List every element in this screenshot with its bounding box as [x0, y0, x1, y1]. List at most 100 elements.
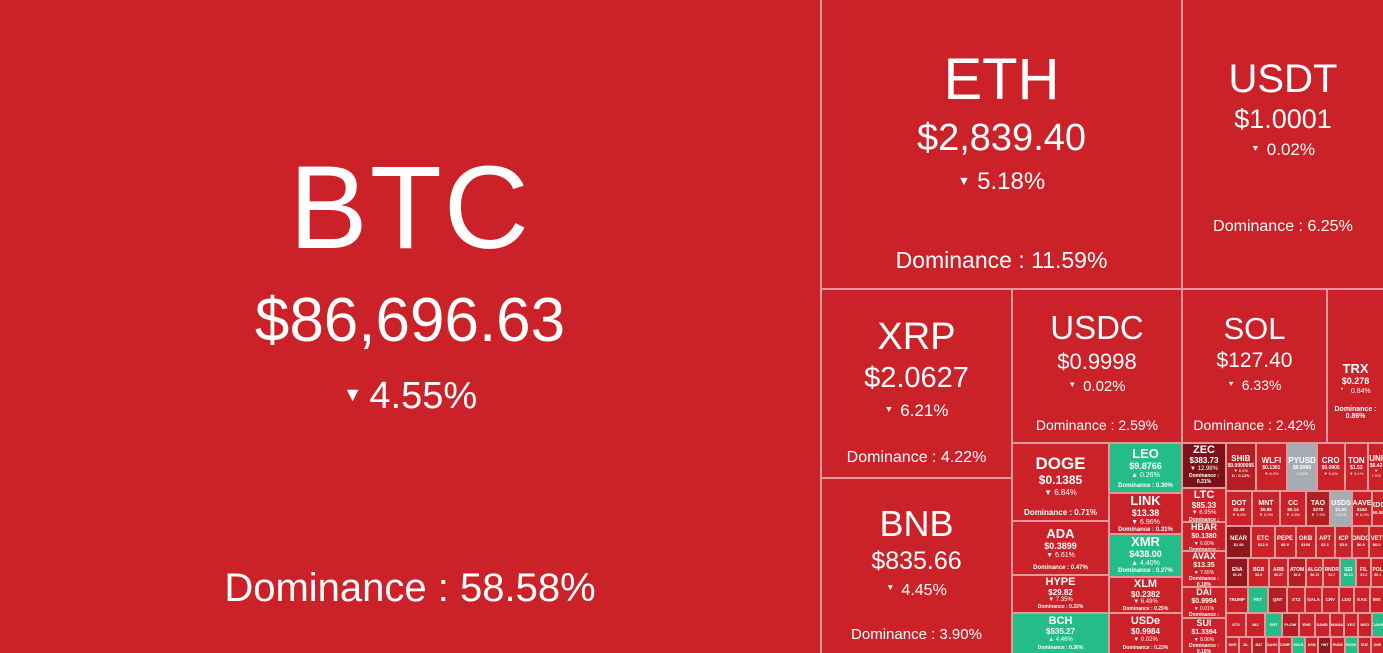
micro-tile[interactable]: FET — [1248, 588, 1268, 612]
micro-tile[interactable]: MKR — [1227, 638, 1239, 653]
micro-tile[interactable]: LDO — [1339, 588, 1354, 612]
price-label: $1.7 — [1328, 573, 1336, 578]
symbol-label: LEO — [1132, 445, 1159, 461]
tile-usdc[interactable]: USDC $0.9998 ▼ 0.02% Dominance : 2.59% — [1013, 290, 1181, 442]
tile-eth[interactable]: ETH $2,839.40 ▼ 5.18% Dominance : 11.59% — [822, 0, 1181, 288]
micro-tile[interactable]: NEO — [1359, 614, 1371, 636]
mini-tile[interactable]: ZEC $383.73 ▼ 12.98% Dominance : 0.21% — [1183, 444, 1225, 487]
micro-tile[interactable]: FLOW — [1283, 614, 1298, 636]
tile-btc[interactable]: BTC $86,696.63 ▼ 4.55% Dominance : 58.58% — [0, 0, 820, 653]
micro-tile[interactable]: CRV — [1322, 588, 1338, 612]
micro-tile[interactable]: ENA $0.23 — [1227, 559, 1248, 586]
mini-tile[interactable]: LEO $9.8766 ▲ 0.26% Dominance : 0.30% — [1110, 444, 1181, 492]
down-arrow-icon: ▼ — [886, 582, 895, 593]
micro-tile[interactable]: ATOM $2.5 — [1289, 559, 1306, 586]
micro-tile[interactable]: ALGO $0.13 — [1307, 559, 1323, 586]
micro-tile[interactable]: CAKE — [1372, 614, 1383, 636]
micro-tile[interactable]: AAVE $152 ▼ 6.2% — [1353, 492, 1371, 525]
tile-usdt[interactable]: USDT $1.0001 ▼ 0.02% Dominance : 6.25% — [1183, 0, 1383, 288]
micro-tile[interactable]: FIL $1.4 — [1357, 559, 1371, 586]
symbol-label: HYPE — [1045, 576, 1076, 588]
tile-xrp[interactable]: XRP $2.0627 ▼ 6.21% Dominance : 4.22% — [822, 290, 1011, 477]
price-label: $0.1301 — [1262, 465, 1281, 472]
mini-tile[interactable]: AVAX $13.35 ▼ 7.65% Dominance : 0.18% — [1183, 552, 1225, 586]
micro-tile[interactable]: TAO $278 ▼ 7.9% — [1307, 492, 1329, 525]
micro-tile[interactable]: KAS — [1355, 588, 1369, 612]
micro-tile[interactable]: INJ — [1247, 614, 1264, 636]
micro-tile[interactable]: CRO $0.0905 ▼ 5.4% — [1317, 444, 1344, 490]
mini-tile-main: BCH $535.27 ▲ 4.46% — [1013, 614, 1108, 645]
symbol-label: FLOW — [1284, 621, 1297, 627]
micro-tile[interactable]: QNT — [1269, 588, 1287, 612]
micro-tile[interactable]: ONDO $0.5 — [1353, 527, 1369, 557]
mini-tile[interactable]: USDe $0.9984 ▼ 0.02% Dominance : 0.23% — [1110, 614, 1181, 653]
symbol-label: AAVE — [1353, 499, 1371, 507]
symbol-label: XDC — [1373, 502, 1383, 510]
change-value: 0.02% — [1266, 139, 1315, 159]
micro-tile[interactable]: SEI $0.14 — [1341, 559, 1356, 586]
mini-tile[interactable]: DAI $0.9994 ▼ 0.01% Dominance : 0.17% — [1183, 588, 1225, 617]
micro-tile[interactable]: ONE — [1371, 638, 1383, 653]
micro-tile[interactable]: OKB $103 — [1296, 527, 1315, 557]
tile-sol[interactable]: SOL $127.40 ▼ 6.33% Dominance : 2.42% — [1183, 290, 1326, 442]
micro-tile[interactable]: POL $0.1 — [1372, 559, 1383, 586]
micro-tile[interactable]: CHZ — [1358, 638, 1370, 653]
micro-tile[interactable]: HNT — [1319, 638, 1331, 653]
symbol-label: ONDO — [1353, 536, 1369, 543]
tile-trx[interactable]: TRX $0.278 ▼ 0.84% Dominance : 0.86% — [1328, 290, 1383, 442]
micro-tile[interactable]: XTZ — [1288, 588, 1305, 612]
mini-tile[interactable]: LTC $85.33 ▼ 6.95% Dominance : 0.20% — [1183, 489, 1225, 521]
micro-tile[interactable]: RNDR $1.7 — [1324, 559, 1340, 586]
micro-tile[interactable]: NEAR $1.93 — [1227, 527, 1251, 557]
micro-tile[interactable]: IMX — [1370, 588, 1383, 612]
symbol-label: CRV — [1325, 596, 1336, 602]
micro-tile[interactable]: UNI $6.42 ▼ 7.0% — [1369, 444, 1383, 490]
mini-tile[interactable]: HYPE $29.82 ▼ 7.35% Dominance : 0.33% — [1013, 576, 1108, 612]
micro-tile[interactable]: VET $0.0 — [1370, 527, 1383, 557]
micro-tile[interactable]: ROSE — [1345, 638, 1357, 653]
micro-tile[interactable]: KSM — [1306, 638, 1318, 653]
micro-tile[interactable]: USDS $1.00 0.01% — [1331, 492, 1351, 525]
micro-tile[interactable]: GALA — [1306, 588, 1321, 612]
mini-tile-main: XLM $0.2382 ▼ 6.49% — [1110, 578, 1181, 606]
micro-tile[interactable]: SHIB $0.0000095 ▼ 6.9% D : 0.12% — [1227, 444, 1255, 490]
mini-tile[interactable]: SUI $1.3394 ▼ 8.06% Dominance : 0.16% — [1183, 619, 1225, 653]
micro-tile[interactable]: ENS — [1299, 614, 1314, 636]
mini-tile[interactable]: BCH $535.27 ▲ 4.46% Dominance : 0.36% — [1013, 614, 1108, 653]
micro-tile[interactable]: GRT — [1265, 614, 1282, 636]
micro-tile[interactable]: SAND — [1315, 614, 1329, 636]
micro-tile[interactable]: BAT — [1253, 638, 1265, 653]
micro-tile[interactable]: MANA — [1330, 614, 1344, 636]
micro-tile[interactable]: DASH — [1266, 638, 1278, 653]
micro-tile[interactable]: MNT $0.89 ▼ 5.9% — [1253, 492, 1279, 525]
tile-bnb[interactable]: BNB $835.66 ▼ 4.45% Dominance : 3.90% — [822, 479, 1011, 653]
micro-tile[interactable]: BGB $3.9 — [1249, 559, 1268, 586]
micro-tile[interactable]: DOT $2.48 ▼ 6.6% — [1227, 492, 1251, 525]
micro-tile[interactable]: ICP $3.9 — [1335, 527, 1352, 557]
micro-tile[interactable]: ZIL — [1240, 638, 1252, 653]
micro-tile[interactable]: PEPE $0.0 — [1275, 527, 1295, 557]
change-label: ▼ 5.9% — [1258, 511, 1274, 517]
mini-tile[interactable]: ADA $0.3899 ▼ 6.61% Dominance : 0.47% — [1013, 522, 1108, 574]
micro-tile[interactable]: PYUSD $0.9999 0.01% — [1288, 444, 1316, 490]
micro-tile[interactable]: CC $0.14 ▼ 4.8% — [1281, 492, 1305, 525]
micro-tile[interactable]: WLFI $0.1301 ▼ 8.2% — [1256, 444, 1287, 490]
mini-tile[interactable]: HBAR $0.1380 ▼ 6.60% Dominance : 0.19% — [1183, 523, 1225, 550]
micro-tile[interactable]: ARB $0.27 — [1269, 559, 1288, 586]
tile-eth-main: ETH $2,839.40 ▼ 5.18% — [822, 0, 1181, 247]
mini-tile[interactable]: LINK $13.38 ▼ 6.96% Dominance : 0.31% — [1110, 494, 1181, 533]
mini-tile[interactable]: DOGE $0.1385 ▼ 6.84% Dominance : 0.71% — [1013, 444, 1108, 520]
micro-tile[interactable]: COMP — [1279, 638, 1291, 653]
micro-tile[interactable]: TON $1.52 ▼ 6.1% — [1345, 444, 1368, 490]
micro-tile[interactable]: RUNE — [1332, 638, 1344, 653]
micro-tile[interactable]: XEC — [1345, 614, 1358, 636]
mini-tile[interactable]: XLM $0.2382 ▼ 6.49% Dominance : 0.25% — [1110, 578, 1181, 612]
micro-tile[interactable]: APT $2.1 — [1316, 527, 1334, 557]
mini-tile[interactable]: XMR $438.00 ▲ 4.40% Dominance : 0.27% — [1110, 535, 1181, 576]
micro-tile[interactable]: EGLD — [1292, 638, 1305, 653]
micro-tile[interactable]: STX — [1227, 614, 1246, 636]
micro-tile[interactable]: TRUMP — [1227, 588, 1247, 612]
dominance-label: Dominance : 3.90% — [851, 626, 982, 643]
micro-tile[interactable]: ETC $12.9 — [1252, 527, 1274, 557]
micro-tile[interactable]: XDC$0.05 — [1373, 492, 1383, 525]
